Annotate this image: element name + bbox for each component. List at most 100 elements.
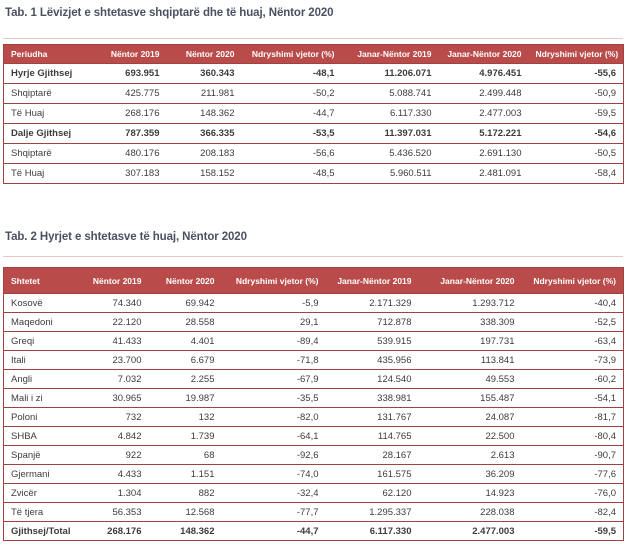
cell-value: -90,7 bbox=[521, 445, 624, 465]
cell-value: -64,1 bbox=[221, 426, 326, 446]
column-header: Janar-Nëntor 2019 bbox=[341, 44, 439, 64]
row-label: Gjermani bbox=[3, 464, 79, 484]
cell-value: 68 bbox=[148, 445, 222, 465]
cell-value: 6.117.330 bbox=[341, 103, 439, 124]
cell-value: 882 bbox=[148, 483, 222, 503]
cell-value: 922 bbox=[78, 445, 149, 465]
cell-value: 148.362 bbox=[166, 103, 242, 124]
cell-value: 338.981 bbox=[325, 388, 419, 408]
table-row: Të Huaj 268.176 148.362 -44,7 6.117.330 2.477… bbox=[3, 103, 624, 124]
cell-value: 732 bbox=[78, 407, 149, 427]
cell-value: -77,7 bbox=[221, 502, 326, 522]
row-label: Poloni bbox=[3, 407, 79, 427]
cell-value: -67,9 bbox=[221, 369, 326, 389]
cell-value: -44,7 bbox=[221, 521, 326, 541]
cell-value: 11.206.071 bbox=[341, 63, 439, 84]
cell-value: 1.304 bbox=[78, 483, 149, 503]
table-row: Gjermani 4.433 1.151 -74,0 161.575 36.209 -77,… bbox=[3, 464, 624, 484]
cell-value: 5.436.520 bbox=[341, 143, 439, 164]
cell-value: -56,6 bbox=[241, 143, 342, 164]
cell-value: -82,4 bbox=[521, 502, 624, 522]
cell-value: -53,5 bbox=[241, 123, 342, 144]
column-header: Ndryshimi vjetor (%) bbox=[241, 44, 342, 64]
cell-value: 131.767 bbox=[325, 407, 419, 427]
column-header: Nëntor 2019 bbox=[98, 44, 167, 64]
row-label: Të Huaj bbox=[3, 163, 99, 184]
row-label: Itali bbox=[3, 350, 79, 370]
row-label: Të Huaj bbox=[3, 103, 99, 124]
cell-value: -77,6 bbox=[521, 464, 624, 484]
table-row: Maqedoni 22.120 28.558 29,1 712.878 338.309 -5… bbox=[3, 312, 624, 332]
cell-value: 228.038 bbox=[418, 502, 522, 522]
cell-value: 29,1 bbox=[221, 312, 326, 332]
divider-line bbox=[3, 38, 623, 39]
table-row: Hyrje Gjithsej 693.951 360.343 -48,1 11.206.… bbox=[3, 63, 624, 84]
cell-value: 2.171.329 bbox=[325, 293, 419, 313]
table-row: Mali i zi 30.965 19.987 -35,5 338.981 155.487… bbox=[3, 388, 624, 408]
table-row: Të Huaj 307.183 158.152 -48,5 5.960.511 2.481… bbox=[3, 163, 624, 184]
row-label: Shqiptarë bbox=[3, 83, 99, 104]
column-header: Nëntor 2019 bbox=[78, 267, 149, 294]
cell-value: -89,4 bbox=[221, 331, 326, 351]
cell-value: -32,4 bbox=[221, 483, 326, 503]
column-header: Ndryshimi vjetor (%) bbox=[528, 44, 624, 64]
table-row: Të tjera 56.353 12.568 -77,7 1.295.337 228.03… bbox=[3, 502, 624, 522]
cell-value: 114.765 bbox=[325, 426, 419, 446]
cell-value: 62.120 bbox=[325, 483, 419, 503]
table2-title: Tab. 2 Hyrjet e shtetasve të huaj, Nënto… bbox=[5, 231, 247, 243]
table-row: Spanjë 922 68 -92,6 28.167 2.613 -90,7 bbox=[3, 445, 624, 465]
movements-table: Periudha Nëntor 2019 Nëntor 2020 Ndryshimi … bbox=[3, 44, 624, 184]
cell-value: -35,5 bbox=[221, 388, 326, 408]
row-label: Hyrje Gjithsej bbox=[3, 63, 99, 84]
cell-value: 4.842 bbox=[78, 426, 149, 446]
cell-value: 208.183 bbox=[166, 143, 242, 164]
cell-value: 2.691.130 bbox=[438, 143, 529, 164]
cell-value: 4.401 bbox=[148, 331, 222, 351]
cell-value: 24.087 bbox=[418, 407, 522, 427]
row-label: Angli bbox=[3, 369, 79, 389]
cell-value: 7.032 bbox=[78, 369, 149, 389]
cell-value: -71,8 bbox=[221, 350, 326, 370]
cell-value: 211.981 bbox=[166, 83, 242, 104]
header-row: Periudha Nëntor 2019 Nëntor 2020 Ndryshimi … bbox=[3, 44, 624, 64]
cell-value: 69.942 bbox=[148, 293, 222, 313]
row-label: Kosovë bbox=[3, 293, 79, 313]
cell-value: 158.152 bbox=[166, 163, 242, 184]
row-label: Spanjë bbox=[3, 445, 79, 465]
cell-value: -40,4 bbox=[521, 293, 624, 313]
cell-value: 268.176 bbox=[78, 521, 149, 541]
cell-value: 2.477.003 bbox=[418, 521, 522, 541]
cell-value: -48,1 bbox=[241, 63, 342, 84]
column-header: Nëntor 2020 bbox=[166, 44, 242, 64]
cell-value: 148.362 bbox=[148, 521, 222, 541]
cell-value: 360.343 bbox=[166, 63, 242, 84]
cell-value: -50,5 bbox=[528, 143, 624, 164]
cell-value: 41.433 bbox=[78, 331, 149, 351]
cell-value: -54,1 bbox=[521, 388, 624, 408]
cell-value: -59,5 bbox=[521, 521, 624, 541]
cell-value: -92,6 bbox=[221, 445, 326, 465]
cell-value: -44,7 bbox=[241, 103, 342, 124]
cell-value: 1.293.712 bbox=[418, 293, 522, 313]
foreign-entries-table: Shtetet Nëntor 2019 Nëntor 2020 Ndryshimi v… bbox=[3, 267, 624, 541]
cell-value: -73,9 bbox=[521, 350, 624, 370]
cell-value: -74,0 bbox=[221, 464, 326, 484]
cell-value: -50,2 bbox=[241, 83, 342, 104]
table-row: Dalje Gjithsej 787.359 366.335 -53,5 11.397.… bbox=[3, 123, 624, 144]
row-label: Dalje Gjithsej bbox=[3, 123, 99, 144]
table-row: Gjithsej/Total 268.176 148.362 -44,7 6.117.3… bbox=[3, 521, 624, 541]
cell-value: -5,9 bbox=[221, 293, 326, 313]
cell-value: -82,0 bbox=[221, 407, 326, 427]
column-header: Janar-Nëntor 2020 bbox=[438, 44, 529, 64]
cell-value: -54,6 bbox=[528, 123, 624, 144]
header-row: Shtetet Nëntor 2019 Nëntor 2020 Ndryshimi v… bbox=[3, 267, 624, 294]
table2-body: Kosovë 74.340 69.942 -5,9 2.171.329 1.293.712… bbox=[3, 293, 624, 541]
cell-value: -76,0 bbox=[521, 483, 624, 503]
cell-value: 11.397.031 bbox=[341, 123, 439, 144]
table-row: Shqiptarë 425.775 211.981 -50,2 5.088.741 2.4… bbox=[3, 83, 624, 104]
cell-value: 712.878 bbox=[325, 312, 419, 332]
row-label: Të tjera bbox=[3, 502, 79, 522]
cell-value: -60,2 bbox=[521, 369, 624, 389]
cell-value: 56.353 bbox=[78, 502, 149, 522]
cell-value: 539.915 bbox=[325, 331, 419, 351]
